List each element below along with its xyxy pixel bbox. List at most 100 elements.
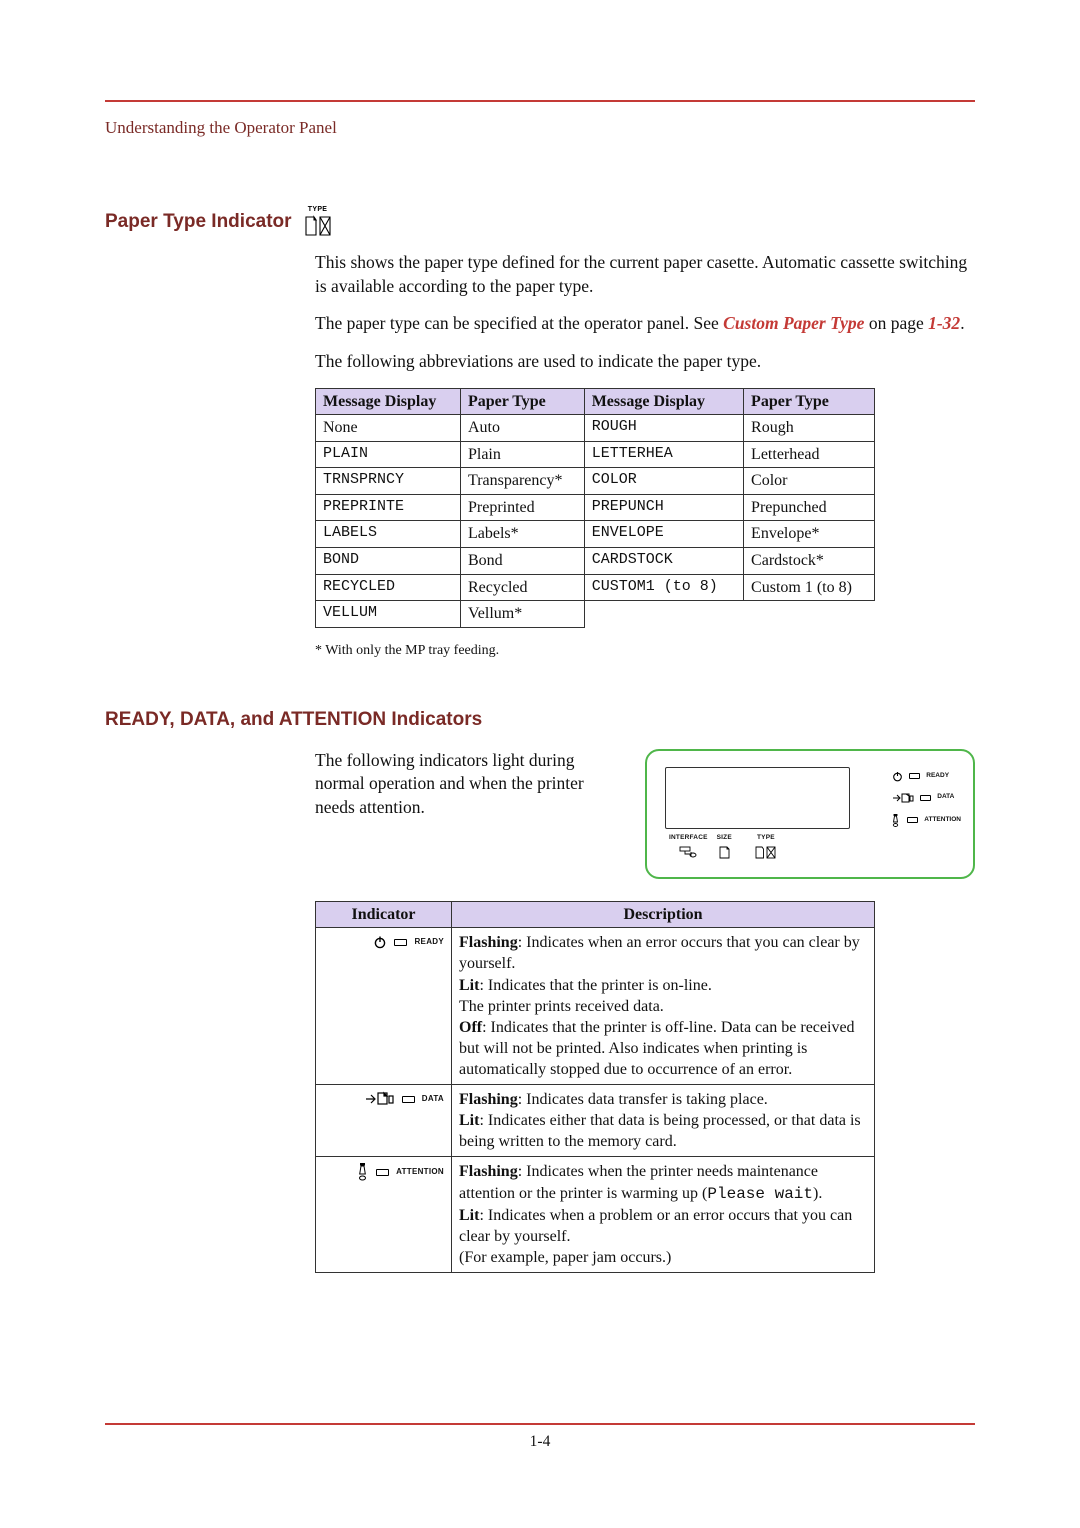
interface-icon: [679, 846, 697, 858]
attention-icon: [892, 814, 901, 827]
breadcrumb: Understanding the Operator Panel: [105, 118, 975, 138]
led-data-label: DATA: [937, 793, 954, 802]
table-cell: Bond: [460, 548, 584, 575]
table-row: PLAINPlainLETTERHEALetterhead: [316, 441, 875, 468]
indicator-cell: ATTENTION: [316, 1157, 452, 1273]
power-icon: [892, 771, 903, 782]
xref-custom-paper-type[interactable]: Custom Paper Type: [723, 313, 864, 333]
table-row: BONDBondCARDSTOCKCardstock*: [316, 548, 875, 575]
table-cell: Letterhead: [744, 441, 875, 468]
indicator-description: Flashing: Indicates when the printer nee…: [452, 1157, 875, 1273]
table-cell: Color: [744, 468, 875, 495]
panel-led-data: DATA: [892, 792, 961, 804]
p2-b: on page: [864, 313, 928, 333]
table-cell: [744, 601, 875, 628]
attention-icon: [358, 1163, 369, 1181]
type-icon-small: [755, 846, 777, 859]
table-cell: ENVELOPE: [584, 521, 743, 548]
label-interface: INTERFACE: [669, 834, 708, 843]
section1-p1: This shows the paper type defined for th…: [315, 251, 975, 298]
data-icon: [892, 792, 914, 804]
top-rule: [105, 100, 975, 102]
panel-led-attention: ATTENTION: [892, 814, 961, 827]
indicator-cell: READY: [316, 928, 452, 1085]
table-cell: Custom 1 (to 8): [744, 574, 875, 601]
paper-table-header: Paper Type: [744, 388, 875, 415]
ind-th-description: Description: [452, 901, 875, 928]
led-box-icon: [402, 1096, 415, 1103]
indicator-description: Flashing: Indicates data transfer is tak…: [452, 1085, 875, 1157]
table-cell: TRNSPRNCY: [316, 468, 461, 495]
paper-table-header: Message Display: [584, 388, 743, 415]
heading-text: Paper Type Indicator: [105, 211, 292, 233]
table-cell: Prepunched: [744, 494, 875, 521]
section-heading-ready-data-attention: READY, DATA, and ATTENTION Indicators: [105, 709, 975, 731]
size-icon: [719, 846, 730, 859]
p2-c: .: [960, 313, 964, 333]
table-cell: PREPRINTE: [316, 494, 461, 521]
led-ready-label: READY: [926, 772, 949, 781]
table-cell: RECYCLED: [316, 574, 461, 601]
label-type: TYPE: [757, 834, 775, 843]
indicator-label: DATA: [422, 1094, 444, 1105]
table-cell: Cardstock*: [744, 548, 875, 575]
table-row: RECYCLEDRecycledCUSTOM1 (to 8)Custom 1 (…: [316, 574, 875, 601]
section1-body: This shows the paper type defined for th…: [315, 251, 975, 661]
data-icon: [365, 1091, 395, 1107]
table-row: LABELSLabels*ENVELOPEEnvelope*: [316, 521, 875, 548]
label-size: SIZE: [717, 834, 732, 843]
table-cell: LABELS: [316, 521, 461, 548]
section2-body: The following indicators light during no…: [315, 749, 975, 1273]
table-row: DATA Flashing: Indicates data transfer is…: [316, 1085, 875, 1157]
table-row: VELLUMVellum*: [316, 601, 875, 628]
table-cell: Plain: [460, 441, 584, 468]
page-number: 1-4: [105, 1433, 975, 1451]
indicator-description: Flashing: Indicates when an error occurs…: [452, 928, 875, 1085]
page-footer: 1-4: [105, 1423, 975, 1451]
bottom-rule: [105, 1423, 975, 1425]
section1-p3: The following abbreviations are used to …: [315, 350, 975, 374]
table-cell: PREPUNCH: [584, 494, 743, 521]
table-row: NoneAutoROUGHRough: [316, 415, 875, 442]
page-root: Understanding the Operator Panel Paper T…: [0, 0, 1080, 1511]
section1-p2: The paper type can be specified at the o…: [315, 312, 975, 336]
section2-p1: The following indicators light during no…: [315, 749, 621, 820]
paper-table-footnote: * With only the MP tray feeding.: [315, 642, 975, 661]
indicator-label: READY: [414, 937, 444, 948]
table-cell: Labels*: [460, 521, 584, 548]
paper-table-header: Message Display: [316, 388, 461, 415]
panel-led-column: READY DATA ATTENTION: [892, 771, 961, 827]
table-row: READY Flashing: Indicates when an error o…: [316, 928, 875, 1085]
led-box-icon: [376, 1169, 389, 1176]
led-box-icon: [394, 939, 407, 946]
p2-a: The paper type can be specified at the o…: [315, 313, 723, 333]
table-cell: Preprinted: [460, 494, 584, 521]
table-row: PREPRINTEPreprintedPREPUNCHPrepunched: [316, 494, 875, 521]
operator-panel-diagram: INTERFACE SIZE TYPE: [645, 749, 975, 879]
table-cell: BOND: [316, 548, 461, 575]
table-cell: CARDSTOCK: [584, 548, 743, 575]
table-cell: Rough: [744, 415, 875, 442]
table-cell: ROUGH: [584, 415, 743, 442]
panel-bottom-labels: INTERFACE SIZE TYPE: [669, 834, 777, 859]
table-cell: Vellum*: [460, 601, 584, 628]
indicator-label: ATTENTION: [396, 1167, 444, 1178]
panel-display: [665, 767, 850, 829]
table-cell: Transparency*: [460, 468, 584, 495]
table-cell: CUSTOM1 (to 8): [584, 574, 743, 601]
table-cell: [584, 601, 743, 628]
table-cell: None: [316, 415, 461, 442]
section-heading-paper-type: Paper Type Indicator TYPE: [105, 206, 975, 237]
paper-type-table: Message DisplayPaper TypeMessage Display…: [315, 388, 875, 628]
xref-page[interactable]: 1-32: [928, 313, 960, 333]
led-attention-label: ATTENTION: [924, 816, 961, 825]
type-icon-label: TYPE: [308, 206, 327, 213]
indicator-table: Indicator Description READY Flashing: Ind…: [315, 901, 875, 1273]
table-cell: PLAIN: [316, 441, 461, 468]
ind-th-indicator: Indicator: [316, 901, 452, 928]
table-cell: COLOR: [584, 468, 743, 495]
table-cell: Auto: [460, 415, 584, 442]
indicator-cell: DATA: [316, 1085, 452, 1157]
table-row: ATTENTION Flashing: Indicates when the pr…: [316, 1157, 875, 1273]
table-cell: Recycled: [460, 574, 584, 601]
